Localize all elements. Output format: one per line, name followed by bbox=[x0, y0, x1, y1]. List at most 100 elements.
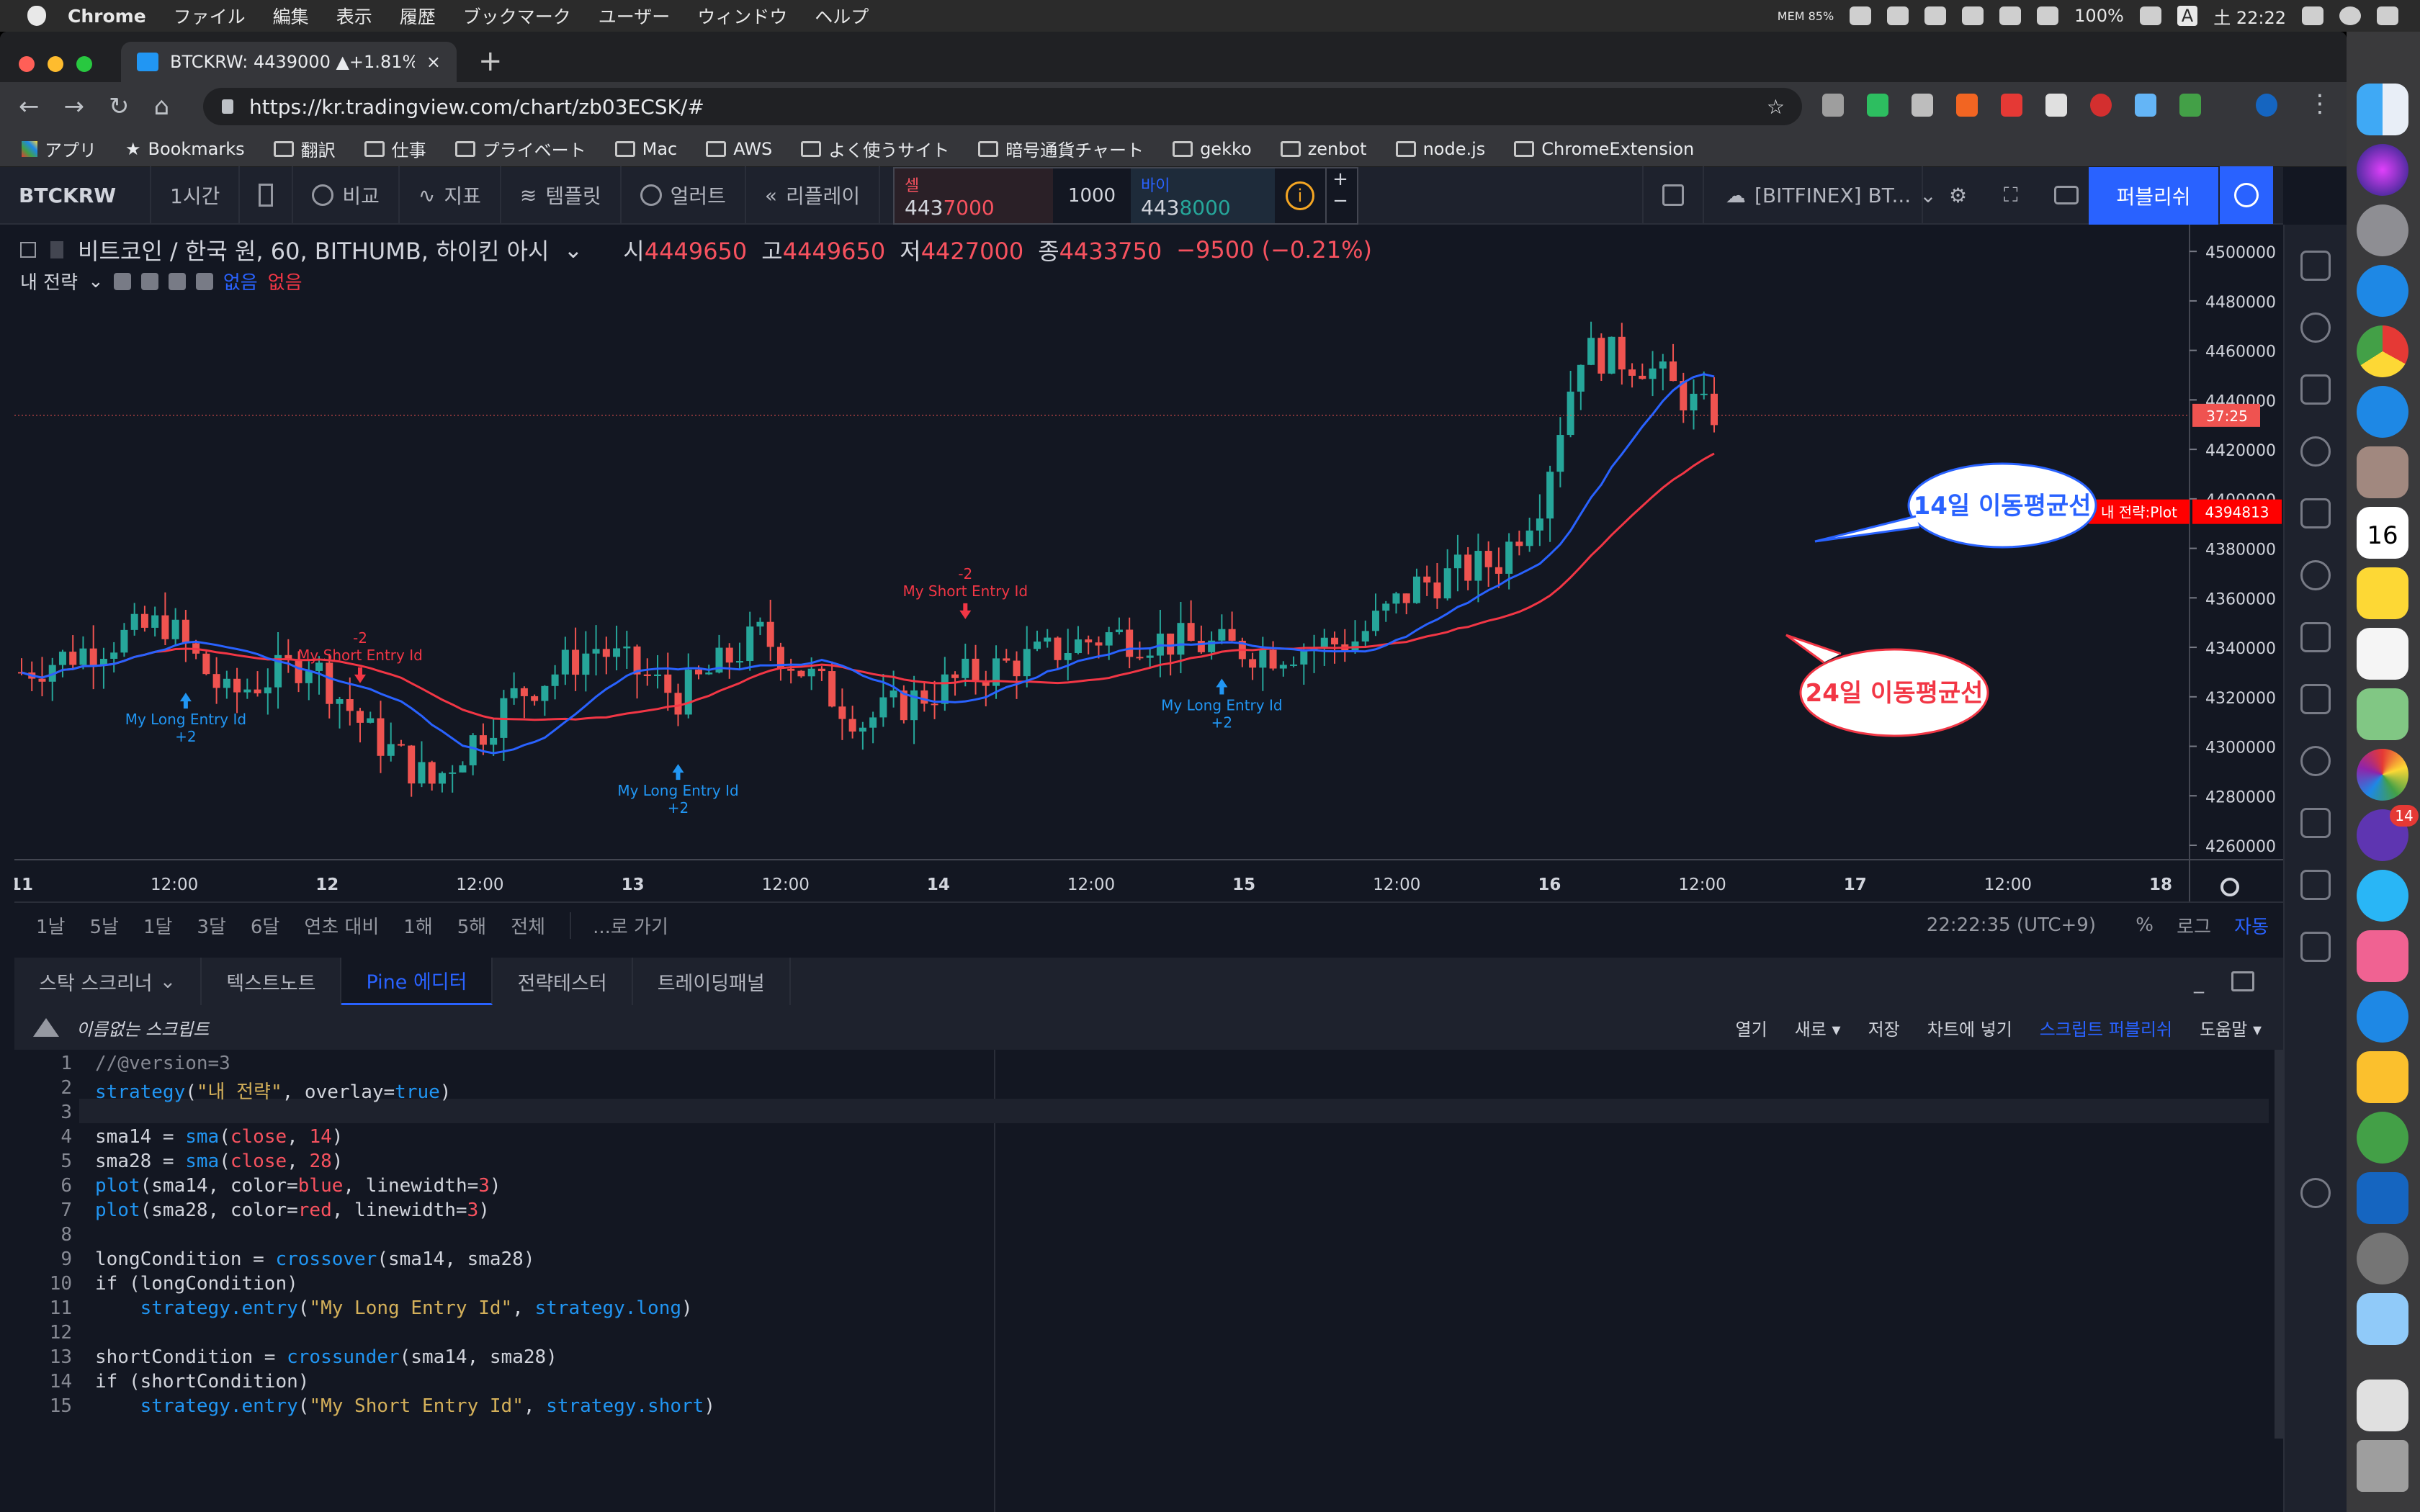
code-line[interactable]: //@version=3 bbox=[95, 1053, 230, 1074]
bookmark-folder-mac[interactable]: Mac bbox=[614, 139, 677, 159]
bookmark-folder-private[interactable]: プライベート bbox=[454, 136, 586, 161]
help-button[interactable]: 도움말 ▾ bbox=[2200, 1019, 2262, 1040]
play-button[interactable] bbox=[2220, 166, 2273, 224]
menu-help[interactable]: ヘルプ bbox=[815, 6, 869, 27]
wifi-icon[interactable] bbox=[2037, 6, 2059, 25]
node-icon[interactable] bbox=[2300, 932, 2331, 962]
indicators-button[interactable]: ∿ 지표 bbox=[400, 166, 501, 224]
bookmark-folder-zenbot[interactable]: zenbot bbox=[1280, 139, 1367, 159]
range-6m[interactable]: 6달 bbox=[250, 916, 280, 938]
calendar-icon[interactable] bbox=[2300, 498, 2331, 528]
code-line[interactable]: if (shortCondition) bbox=[95, 1371, 310, 1392]
chevron-down-icon[interactable]: ⌄ bbox=[563, 236, 583, 264]
menu-history[interactable]: 履歴 bbox=[399, 6, 436, 27]
collapse-legend-icon[interactable] bbox=[20, 242, 36, 258]
atom-icon[interactable] bbox=[2357, 1112, 2408, 1164]
minimize-window-button[interactable] bbox=[48, 56, 63, 72]
vscode-icon[interactable] bbox=[2357, 1172, 2408, 1224]
bookmark-folder-gekko[interactable]: gekko bbox=[1173, 139, 1252, 159]
menu-bookmarks[interactable]: ブックマーク bbox=[462, 6, 571, 27]
calendar-app-icon[interactable]: 16 bbox=[2357, 507, 2408, 559]
message-icon[interactable] bbox=[2300, 684, 2331, 714]
trend-icon[interactable] bbox=[2300, 870, 2331, 900]
price-chart[interactable]: 4500000448000044600004440000442000044000… bbox=[10, 225, 2283, 901]
new-tab-button[interactable]: + bbox=[478, 45, 503, 78]
extension-lock-icon[interactable] bbox=[2001, 94, 2022, 117]
chevron-down-icon[interactable]: ⌄ bbox=[88, 270, 104, 292]
home-icon[interactable]: ⌂ bbox=[153, 92, 170, 121]
code-line[interactable]: strategy.entry("My Long Entry Id", strat… bbox=[140, 1297, 693, 1319]
bookmark-folder-frequent[interactable]: よく使うサイト bbox=[801, 136, 949, 161]
reload-icon[interactable]: ↻ bbox=[109, 92, 130, 121]
siri-icon[interactable] bbox=[2357, 144, 2408, 196]
flag-icon[interactable] bbox=[50, 241, 63, 258]
settings-button[interactable]: ⚙ bbox=[1930, 166, 1986, 224]
strategy-source-icon[interactable] bbox=[168, 272, 186, 290]
interval-button[interactable]: 1시간 bbox=[151, 166, 241, 224]
back-icon[interactable]: ← bbox=[19, 92, 40, 121]
chrome-icon[interactable] bbox=[2357, 325, 2408, 377]
bookmark-apps[interactable]: アプリ bbox=[22, 136, 97, 161]
music-icon[interactable] bbox=[2357, 930, 2408, 982]
exchange-select[interactable]: ☁ [BITFINEX] BT... ⌄ bbox=[1707, 166, 1937, 224]
data-window-icon[interactable] bbox=[2300, 374, 2331, 405]
range-ytd[interactable]: 연초 대비 bbox=[304, 916, 380, 938]
code-line[interactable]: if (longCondition) bbox=[95, 1273, 298, 1295]
cloud-icon[interactable] bbox=[1850, 6, 1872, 25]
code-line[interactable]: shortCondition = crossunder(sma14, sma28… bbox=[95, 1346, 557, 1368]
code-line[interactable]: longCondition = crossover(sma14, sma28) bbox=[95, 1248, 535, 1270]
range-1d[interactable]: 1날 bbox=[36, 916, 66, 938]
menu-edit[interactable]: 編集 bbox=[272, 6, 309, 27]
sell-button[interactable]: 셀 4437000 bbox=[895, 168, 1053, 223]
bookmark-folder-work[interactable]: 仕事 bbox=[364, 136, 426, 161]
code-line[interactable]: strategy("내 전략", overlay=true) bbox=[95, 1081, 452, 1103]
trade-info-icon[interactable]: i bbox=[1275, 168, 1325, 223]
strategy-settings-icon[interactable] bbox=[140, 272, 158, 290]
extension-1-icon[interactable] bbox=[1822, 94, 1844, 117]
contacts-icon[interactable] bbox=[2357, 446, 2408, 498]
code-line[interactable]: sma28 = sma(close, 28) bbox=[95, 1151, 344, 1172]
notes-icon[interactable] bbox=[2357, 567, 2408, 619]
omnibox[interactable]: https://kr.tradingview.com/chart/zb03ECS… bbox=[203, 88, 1802, 125]
bookmark-folder-translate[interactable]: 翻訳 bbox=[273, 136, 336, 161]
chrome-menu-icon[interactable]: ⋮ bbox=[2308, 89, 2332, 118]
chart-style-button[interactable] bbox=[240, 166, 294, 224]
evernote-icon[interactable] bbox=[1867, 94, 1888, 117]
range-5y[interactable]: 5해 bbox=[457, 916, 487, 938]
bookmark-bookmarks[interactable]: ★ Bookmarks bbox=[125, 138, 245, 159]
add-to-chart-button[interactable]: 차트에 넣기 bbox=[1927, 1019, 2012, 1040]
menu-app-chrome[interactable]: Chrome bbox=[68, 5, 146, 27]
code-line[interactable]: plot(sma14, color=blue, linewidth=3) bbox=[95, 1175, 501, 1197]
time-machine-icon[interactable] bbox=[1962, 6, 1984, 25]
code-line[interactable]: strategy.entry("My Short Entry Id", stra… bbox=[140, 1395, 715, 1417]
bookmark-folder-crypto[interactable]: 暗号通貨チャート bbox=[978, 136, 1144, 161]
range-1y[interactable]: 1해 bbox=[403, 916, 433, 938]
alarm-clock-icon[interactable] bbox=[2300, 312, 2331, 343]
maps-icon[interactable] bbox=[2357, 386, 2408, 438]
launchpad-icon[interactable] bbox=[2357, 204, 2408, 256]
battery-icon[interactable] bbox=[2139, 6, 2161, 25]
reminders-icon[interactable] bbox=[2357, 628, 2408, 680]
range-all[interactable]: 전체 bbox=[511, 916, 546, 938]
compare-button[interactable]: 비교 bbox=[293, 166, 400, 224]
documents-icon[interactable] bbox=[2357, 1380, 2408, 1431]
photos-icon[interactable] bbox=[2357, 749, 2408, 801]
help-icon[interactable] bbox=[2300, 1178, 2331, 1208]
replay-button[interactable]: «리플레이 bbox=[746, 166, 881, 224]
strategy-eye-icon[interactable] bbox=[113, 272, 131, 290]
user-icon[interactable] bbox=[2339, 6, 2361, 25]
bookmark-star-icon[interactable]: ☆ bbox=[1766, 94, 1785, 119]
minimize-panel-icon[interactable]: _ bbox=[2194, 969, 2204, 994]
tab-trading-panel[interactable]: 트레이딩패널 bbox=[633, 958, 791, 1005]
buy-button[interactable]: 바이 4438000 bbox=[1131, 168, 1275, 223]
tab-text-notes[interactable]: 텍스트노트 bbox=[202, 958, 342, 1005]
strategy-name[interactable]: 내 전략 bbox=[20, 272, 79, 294]
publish-script-button[interactable]: 스크립트 퍼블리쉬 bbox=[2039, 1019, 2173, 1040]
chat-icon[interactable] bbox=[2300, 622, 2331, 652]
bookmark-folder-nodejs[interactable]: node.js bbox=[1395, 139, 1485, 159]
hotlist-icon[interactable] bbox=[2300, 436, 2331, 467]
preview-icon[interactable] bbox=[2357, 1293, 2408, 1345]
legend-symbol-title[interactable]: 비트코인 / 한국 원, 60, BITHUMB, 하이킨 아시 bbox=[78, 238, 550, 265]
notification-center-icon[interactable] bbox=[2377, 6, 2398, 25]
code-line[interactable]: plot(sma28, color=red, linewidth=3) bbox=[95, 1200, 490, 1221]
